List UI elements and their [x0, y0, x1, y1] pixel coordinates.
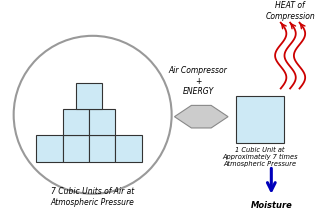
Text: Air Compressor
+
ENERGY: Air Compressor + ENERGY	[169, 66, 227, 96]
Bar	[89, 135, 115, 162]
Text: 7 Cubic Units of Air at
Atmospheric Pressure: 7 Cubic Units of Air at Atmospheric Pres…	[51, 187, 134, 207]
Bar	[62, 135, 89, 162]
Bar	[115, 135, 141, 162]
Polygon shape	[174, 105, 228, 128]
Bar	[36, 135, 62, 162]
Bar	[236, 96, 285, 143]
Text: Moisture: Moisture	[250, 201, 292, 210]
Bar	[62, 109, 89, 135]
Bar	[89, 109, 115, 135]
Text: 1 Cubic Unit at
Approximately 7 times
Atmospheric Pressure: 1 Cubic Unit at Approximately 7 times At…	[222, 147, 298, 167]
Text: HEAT of
Compression: HEAT of Compression	[265, 1, 315, 21]
Bar	[76, 83, 102, 109]
